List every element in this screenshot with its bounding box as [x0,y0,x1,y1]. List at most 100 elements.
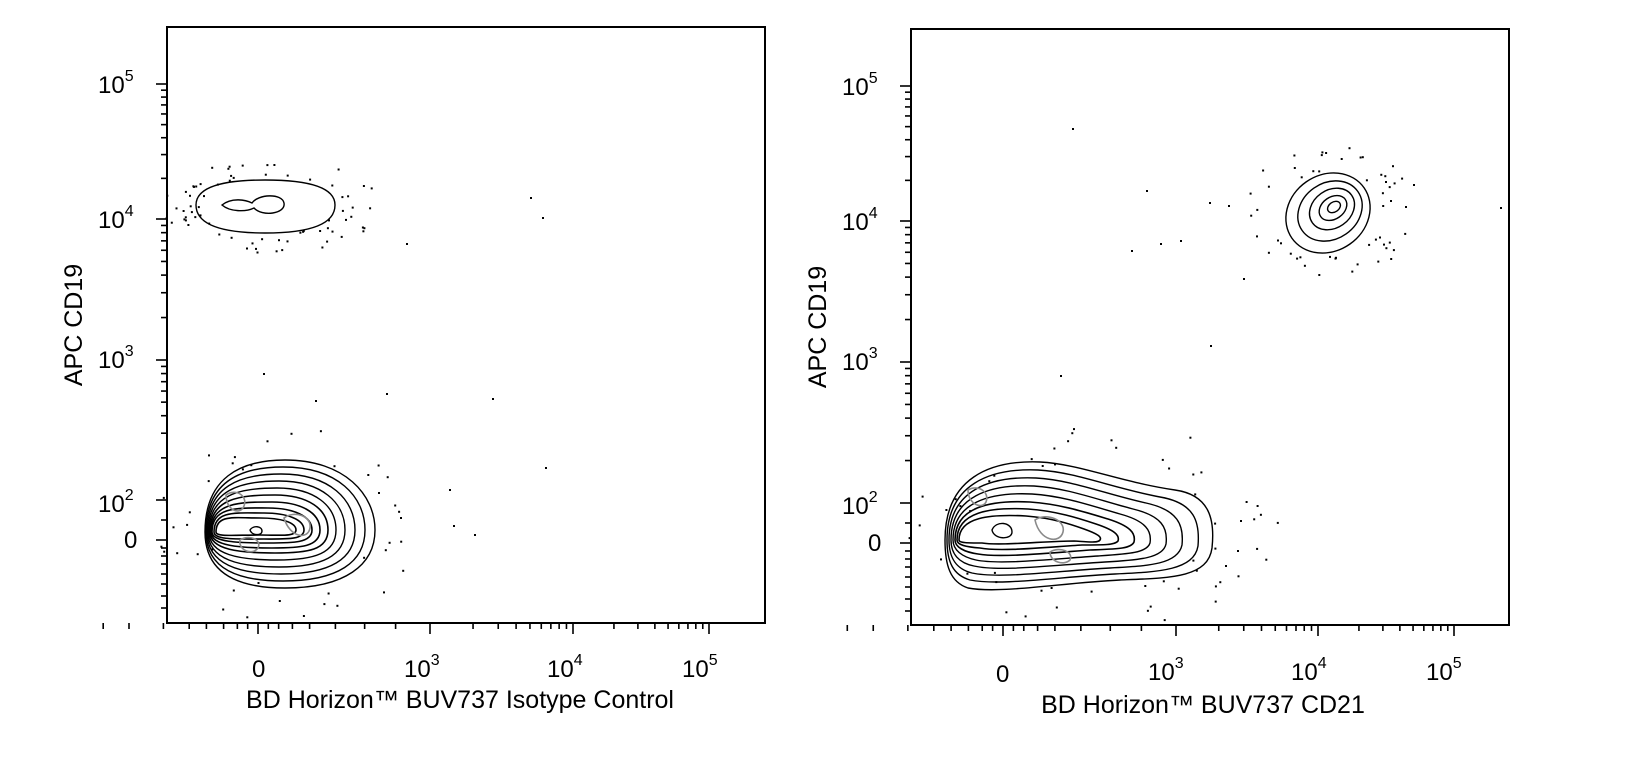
event-dot [278,239,280,242]
right-lower-gray-contour-3 [1049,548,1072,564]
event-dot [1055,606,1058,609]
event-dot [1365,179,1368,182]
event-dot [1180,240,1182,242]
event-dot [192,185,195,188]
event-dot [230,236,233,239]
event-dot [1320,154,1323,157]
event-dot [183,218,186,221]
event-dot [1334,257,1337,260]
event-dot [492,398,494,400]
event-dot [1168,467,1171,470]
event-dot [286,174,289,177]
event-dot [176,552,179,555]
event-dot [362,230,365,233]
event-dot [1149,605,1152,608]
event-dot [211,166,214,169]
event-dot [263,373,265,375]
event-dot [328,219,330,222]
event-dot [340,235,343,238]
event-dot [255,247,257,250]
event-dot [1243,278,1245,280]
right-lower-gray-contour-1 [967,487,988,507]
event-dot [1392,249,1395,252]
event-dot [321,246,324,249]
event-dot [1192,473,1195,476]
event-dot [1293,154,1296,157]
left-plot-frame [166,26,766,624]
event-dot [1245,501,1248,503]
event-dot [1413,184,1415,186]
event-dot [1374,238,1377,241]
event-dot [275,250,278,253]
event-dot [1146,609,1149,612]
event-dot [1388,186,1391,189]
event-dot [1265,558,1268,561]
event-dot [160,545,163,548]
right-y-tick-label-1e3: 103 [842,345,878,376]
event-dot [542,217,544,219]
event-dot [331,230,334,233]
left-lower-contour-5 [208,487,337,561]
right-y-axis-label: APC CD19 [804,266,832,388]
event-dot [319,430,322,433]
event-dot [400,540,403,543]
event-dot [1329,255,1331,258]
event-dot [1296,257,1299,260]
event-dot [175,207,178,210]
event-dot [166,194,169,197]
event-dot [1293,167,1296,169]
event-dot [1388,241,1391,244]
event-dot [1384,175,1387,178]
event-dot [1318,274,1321,276]
event-dot [945,509,948,511]
event-dot [1253,518,1256,521]
left-scatter-dots [160,164,547,619]
event-dot [1030,458,1033,461]
event-dot [1377,260,1380,263]
event-dot [386,393,388,395]
event-dot [302,615,305,617]
right-upper-contour-2 [1297,180,1363,242]
right-x-tick-label-1e5: 105 [1426,655,1462,686]
event-dot [302,229,305,232]
event-dot [207,480,210,483]
left-lower-gray-contour-1 [225,491,246,512]
event-dot [228,179,231,182]
event-dot [1390,258,1393,260]
event-dot [230,174,233,177]
event-dot [1090,590,1093,593]
event-dot [189,205,192,208]
event-dot [1256,208,1259,211]
event-dot [323,603,326,606]
event-dot [203,195,205,198]
event-dot [1250,214,1253,217]
event-dot [1404,232,1407,235]
event-dot [918,524,921,527]
left-x-tick-labels: 0 103 104 105 [252,652,718,683]
right-lower-contour-1 [944,461,1214,591]
event-dot [197,206,200,209]
event-dot [940,558,942,561]
event-dot [1163,619,1166,622]
right-upper-contour-5 [1326,200,1342,214]
event-dot [1067,440,1070,443]
left-y-tick-label-1e2: 102 [98,487,134,518]
left-lower-contour-1 [204,459,376,589]
right-lower-population-contours [944,461,1214,591]
event-dot [208,222,211,225]
event-dot [1259,513,1262,516]
event-dot [1050,587,1053,589]
event-dot [1209,202,1211,204]
right-y-tick-label-1e2: 102 [842,489,878,520]
event-dot [1280,242,1282,245]
event-dot [908,537,911,540]
event-dot [406,243,408,245]
event-dot [1210,345,1212,347]
left-axis-ticks [102,83,710,634]
event-dot [228,165,231,168]
left-y-tick-label-0: 0 [124,527,137,554]
right-lower-gray-contour-2 [1034,516,1064,541]
event-dot [363,227,366,230]
event-dot [187,224,190,226]
event-dot [336,604,339,607]
